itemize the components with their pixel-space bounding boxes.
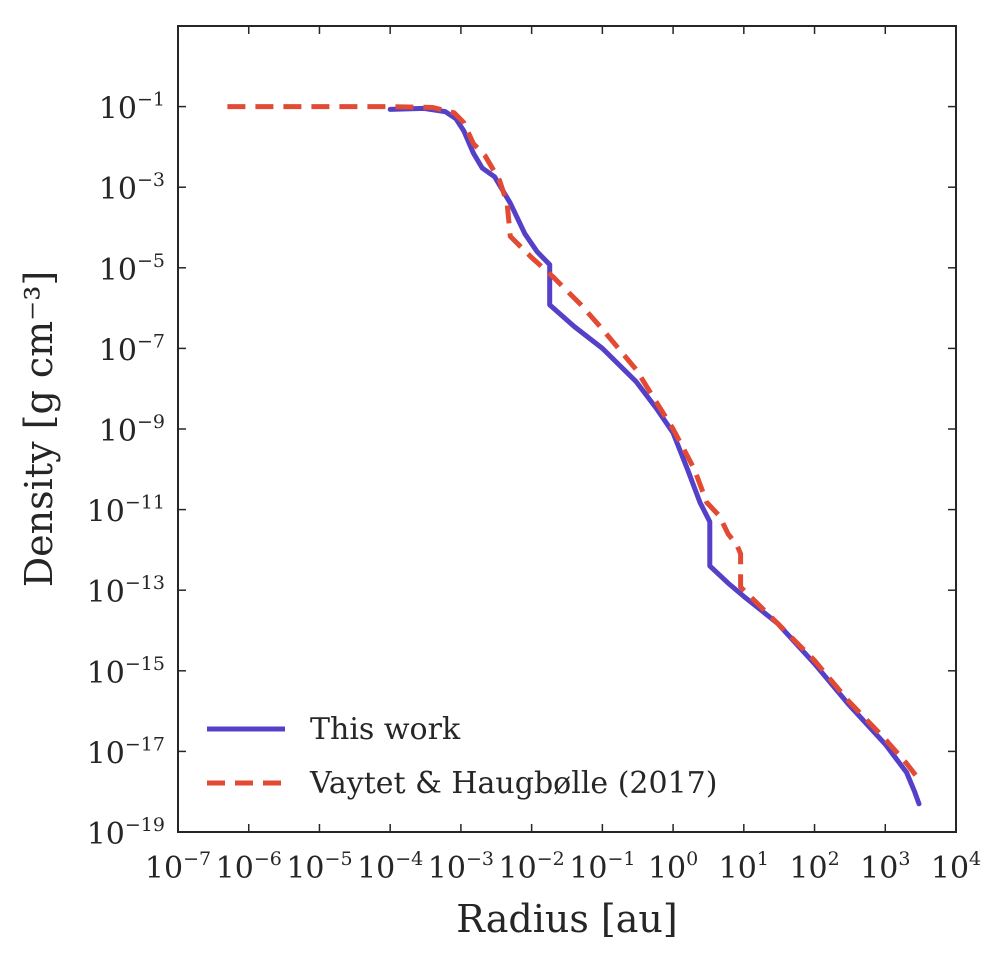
y-tick-label: 10−13 <box>87 572 165 610</box>
series-line-this-work <box>387 105 922 807</box>
x-tick-label: 104 <box>931 848 981 886</box>
y-tick-label: 10−3 <box>99 169 165 207</box>
axis-ticks: 10−7 10−6 10−5 10−4 10−3 10−2 10−1 100 101 102 103… <box>87 26 981 886</box>
x-tick-label: 103 <box>860 848 910 886</box>
x-tick-label: 10−6 <box>216 848 282 886</box>
y-tick-label: 10−17 <box>87 733 165 771</box>
series-line-vaytet-haugbolle <box>227 104 921 782</box>
y-tick-label: 10−15 <box>87 653 165 691</box>
y-tick-label: 10−7 <box>99 330 165 368</box>
x-tick-label: 102 <box>789 848 839 886</box>
legend-label-vaytet-haugbolle: Vaytet & Haugbølle (2017) <box>309 766 717 801</box>
x-tick-label: 100 <box>648 848 698 886</box>
y-tick-label: 10−19 <box>87 814 165 852</box>
x-tick-label: 10−5 <box>286 848 352 886</box>
legend: This work Vaytet & Haugbølle (2017) <box>207 712 717 801</box>
y-tick-label: 10−5 <box>99 250 165 288</box>
x-tick-label: 10−1 <box>569 848 635 886</box>
x-axis-label: Radius [au] <box>456 897 677 941</box>
x-tick-label: 10−3 <box>428 848 494 886</box>
x-tick-label: 10−4 <box>357 848 423 886</box>
y-axis-label: Density [g cm⁻³] <box>17 271 61 588</box>
plot-frame <box>177 25 957 833</box>
legend-label-this-work: This work <box>310 712 461 747</box>
x-tick-label: 101 <box>719 848 769 886</box>
y-tick-label: 10−11 <box>87 492 165 530</box>
x-tick-label: 10−7 <box>145 848 211 886</box>
x-tick-label: 10−2 <box>499 848 565 886</box>
series-layer <box>227 104 922 807</box>
y-tick-label: 10−1 <box>99 89 165 127</box>
y-tick-label: 10−9 <box>99 411 165 449</box>
